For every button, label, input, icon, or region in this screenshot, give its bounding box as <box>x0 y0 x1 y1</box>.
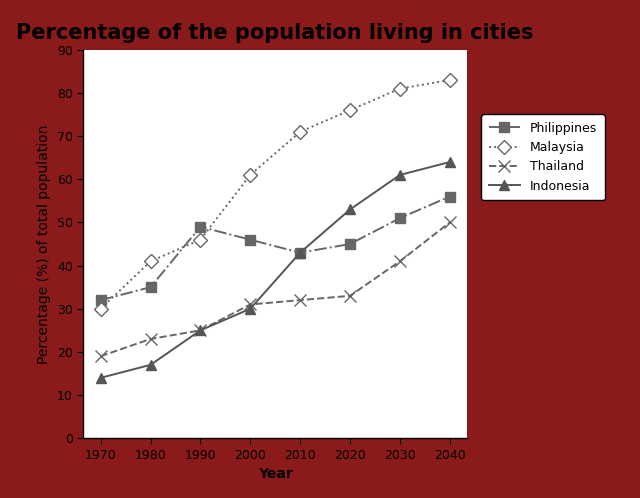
Thailand <box>97 353 104 359</box>
Indonesia <box>97 375 104 381</box>
Line: Philippines: Philippines <box>96 192 454 305</box>
Philippines <box>246 237 254 243</box>
Y-axis label: Percentage (%) of total population: Percentage (%) of total population <box>37 124 51 364</box>
Indonesia <box>147 362 154 368</box>
Line: Thailand: Thailand <box>95 217 455 362</box>
Line: Indonesia: Indonesia <box>96 157 454 382</box>
Legend: Philippines, Malaysia, Thailand, Indonesia: Philippines, Malaysia, Thailand, Indones… <box>481 115 605 200</box>
Indonesia <box>246 306 254 312</box>
Indonesia <box>196 327 204 333</box>
Malaysia <box>396 86 404 92</box>
Thailand <box>246 301 254 307</box>
Malaysia <box>147 258 154 264</box>
Indonesia <box>296 249 304 255</box>
Malaysia <box>246 172 254 178</box>
Philippines <box>147 284 154 290</box>
Thailand <box>196 327 204 333</box>
Malaysia <box>296 129 304 135</box>
Indonesia <box>446 159 454 165</box>
Thailand <box>147 336 154 342</box>
Malaysia <box>446 77 454 83</box>
Philippines <box>196 224 204 230</box>
Malaysia <box>196 237 204 243</box>
Philippines <box>296 249 304 255</box>
Thailand <box>446 220 454 226</box>
Malaysia <box>97 306 104 312</box>
Philippines <box>446 194 454 200</box>
Indonesia <box>346 207 354 213</box>
Thailand <box>296 297 304 303</box>
Philippines <box>97 297 104 303</box>
Philippines <box>396 215 404 221</box>
X-axis label: Year: Year <box>258 467 292 481</box>
Indonesia <box>396 172 404 178</box>
Philippines <box>346 241 354 247</box>
Thailand <box>396 258 404 264</box>
Malaysia <box>346 107 354 113</box>
Line: Malaysia: Malaysia <box>96 75 454 314</box>
Thailand <box>346 293 354 299</box>
Title: Percentage of the population living in cities: Percentage of the population living in c… <box>17 23 534 43</box>
